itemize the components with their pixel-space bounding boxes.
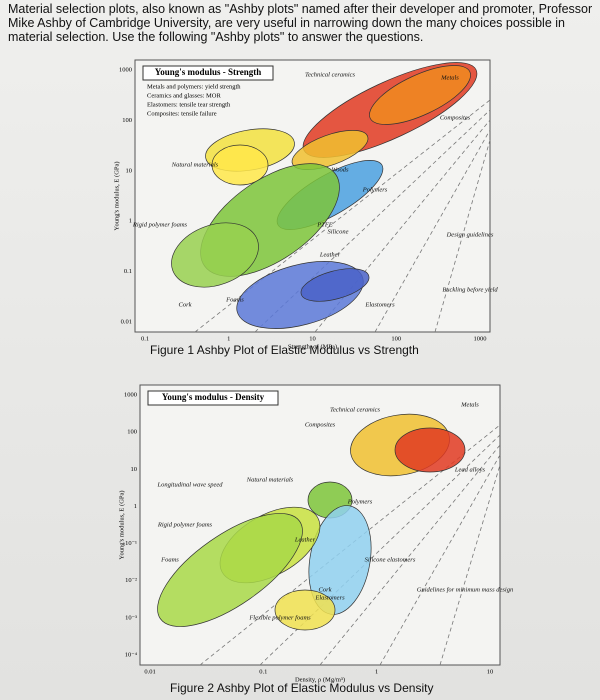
- x-tick-label: 1000: [474, 335, 487, 342]
- x-tick-label: 10: [487, 668, 494, 675]
- y-tick-label: 100: [127, 429, 137, 436]
- region-label: Technical ceramics: [330, 406, 381, 413]
- region-label: Foams: [160, 556, 179, 563]
- region-label: Leather: [294, 536, 316, 543]
- x-tick-label: 1: [375, 668, 378, 675]
- region-label: Rigid polymer foams: [132, 221, 188, 228]
- region-label: Metals: [440, 74, 459, 81]
- material-region: [157, 513, 303, 627]
- region-label: Polymers: [362, 186, 388, 193]
- region-label: Lead alloys: [454, 466, 486, 473]
- x-tick-label: 10: [309, 335, 316, 342]
- chart-title: Young's modulus - Density: [162, 392, 265, 402]
- y-tick-label: 10⁻²: [125, 577, 137, 584]
- region-label: Composites: [440, 114, 471, 121]
- y-tick-label: 1: [129, 218, 132, 225]
- y-tick-label: 10⁻⁴: [125, 651, 138, 658]
- region-label: Design guidelines: [446, 231, 494, 238]
- region-label: Elastomers: [314, 594, 345, 601]
- region-label: PTFE: [316, 221, 333, 228]
- material-region: [300, 268, 370, 302]
- region-label: Flexible polymer foams: [248, 614, 311, 621]
- key-line: Elastomers: tensile tear strength: [147, 101, 231, 108]
- x-axis-label: Strength, σf (MPa): [288, 343, 337, 350]
- y-axis-label: Young's modulus, E (GPa): [113, 161, 120, 230]
- y-tick-label: 1000: [124, 391, 137, 398]
- guide-line: [319, 444, 501, 666]
- region-label: Longitudinal wave speed: [157, 481, 224, 488]
- region-label: Woods: [331, 166, 349, 173]
- region-label: Rigid polymer foams: [157, 521, 213, 528]
- y-tick-label: 10⁻¹: [125, 540, 137, 547]
- y-tick-label: 10⁻³: [125, 614, 137, 621]
- material-region: [369, 65, 471, 125]
- x-axis-label: Density, ρ (Mg/m³): [295, 676, 345, 683]
- material-region: [291, 130, 369, 170]
- y-tick-label: 10: [131, 466, 138, 473]
- region-label: Technical ceramics: [305, 71, 356, 78]
- y-tick-label: 100: [122, 117, 132, 124]
- y-axis-label: Young's modulus, E (GPa): [118, 490, 125, 559]
- chart-title: Young's modulus - Strength: [155, 67, 262, 77]
- guide-line: [379, 454, 501, 666]
- title-box: [147, 390, 279, 406]
- material-region: [171, 222, 259, 288]
- y-tick-label: 0.01: [121, 318, 132, 325]
- region-label: Metals: [460, 401, 479, 408]
- x-tick-label: 0.1: [259, 668, 267, 675]
- region-label: Silicone elastomers: [365, 556, 416, 563]
- material-region: [274, 589, 336, 631]
- guide-line: [254, 109, 491, 333]
- region-label: Natural materials: [246, 476, 294, 483]
- figure-caption: Figure 2 Ashby Plot of Elastic Modulus v…: [170, 681, 434, 695]
- intro-paragraph: Material selection plots, also known as …: [8, 2, 593, 44]
- region-label: Leather: [319, 251, 341, 258]
- region-label: Cork: [319, 586, 332, 593]
- region-label: Cork: [179, 301, 192, 308]
- region-label: Natural materials: [171, 161, 219, 168]
- key-line: Ceramics and glasses: MOR: [147, 92, 222, 99]
- region-label: Silicone: [328, 228, 349, 235]
- region-label: Elastomers: [364, 301, 395, 308]
- y-tick-label: 1000: [119, 66, 132, 73]
- x-tick-label: 100: [391, 335, 401, 342]
- y-tick-label: 10: [126, 167, 133, 174]
- guide-line: [434, 139, 491, 333]
- figure-caption: Figure 1 Ashby Plot of Elastic Modulus v…: [150, 343, 419, 357]
- guide-line: [374, 129, 491, 333]
- region-label: Buckling before yield: [442, 286, 498, 293]
- material-region: [211, 144, 269, 186]
- region-label: Composites: [305, 421, 336, 428]
- title-box: [142, 65, 274, 81]
- material-region: [394, 427, 466, 473]
- region-label: Polymers: [347, 498, 373, 505]
- region-label: Foams: [225, 296, 244, 303]
- x-tick-label: 0.1: [141, 335, 149, 342]
- y-tick-label: 0.1: [124, 268, 132, 275]
- x-tick-label: 0.01: [144, 668, 155, 675]
- region-label: Guidelines for minimum mass design: [417, 586, 513, 593]
- key-line: Metals and polymers: yield strength: [147, 83, 241, 90]
- key-line: Composites: tensile failure: [147, 110, 217, 117]
- x-tick-label: 1: [227, 335, 230, 342]
- y-tick-label: 1: [134, 503, 137, 510]
